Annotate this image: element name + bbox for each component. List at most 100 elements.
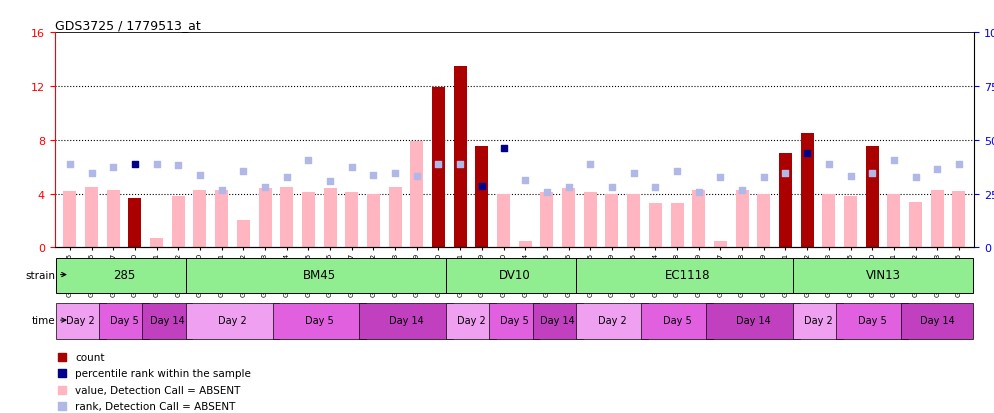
Bar: [707, 304, 799, 339]
Bar: [106, 190, 119, 248]
Bar: [800, 134, 814, 248]
Point: [517, 178, 533, 184]
Point: [691, 190, 707, 196]
Bar: [272, 304, 366, 339]
Text: Day 14: Day 14: [389, 316, 423, 325]
Bar: [541, 193, 554, 248]
Bar: [475, 147, 488, 248]
Bar: [215, 190, 229, 248]
Text: EC1118: EC1118: [665, 268, 711, 281]
Bar: [389, 188, 402, 248]
Point: [821, 161, 837, 168]
Bar: [128, 198, 141, 248]
Point: [777, 171, 793, 177]
Point: [625, 171, 641, 177]
Point: [886, 157, 902, 164]
Point: [647, 184, 663, 191]
Text: Day 2: Day 2: [597, 316, 626, 325]
Point: [409, 173, 424, 180]
Point: [62, 161, 78, 168]
Bar: [367, 194, 380, 248]
Bar: [793, 258, 973, 293]
Point: [127, 161, 143, 168]
Point: [929, 167, 945, 173]
Text: 285: 285: [113, 268, 135, 281]
Bar: [519, 241, 532, 248]
Point: [236, 168, 251, 175]
Text: time: time: [32, 316, 66, 325]
Text: Day 14: Day 14: [919, 316, 954, 325]
Point: [539, 190, 555, 196]
Bar: [142, 304, 193, 339]
Bar: [627, 194, 640, 248]
Point: [344, 164, 360, 171]
Bar: [258, 189, 271, 248]
Point: [574, 314, 589, 320]
Text: Day 14: Day 14: [150, 316, 185, 325]
Point: [843, 173, 859, 180]
Bar: [930, 190, 943, 248]
Bar: [56, 258, 193, 293]
Point: [192, 172, 208, 178]
Bar: [172, 197, 185, 248]
Point: [388, 171, 404, 177]
Text: Day 5: Day 5: [305, 316, 334, 325]
Point: [278, 175, 294, 181]
Text: Day 2: Day 2: [803, 316, 832, 325]
Point: [170, 163, 186, 169]
Bar: [150, 238, 163, 248]
Bar: [411, 142, 423, 248]
Text: value, Detection Call = ABSENT: value, Detection Call = ABSENT: [75, 385, 241, 395]
Text: Day 5: Day 5: [500, 316, 529, 325]
Point: [735, 187, 750, 193]
Text: DV10: DV10: [499, 268, 530, 281]
Bar: [446, 304, 496, 339]
Bar: [577, 304, 648, 339]
Text: BM45: BM45: [302, 268, 336, 281]
Bar: [533, 304, 582, 339]
Text: Day 2: Day 2: [218, 316, 247, 325]
Text: VIN13: VIN13: [866, 268, 901, 281]
Point: [799, 150, 815, 157]
Bar: [345, 193, 358, 248]
Bar: [64, 191, 77, 248]
Bar: [56, 304, 105, 339]
Text: Day 5: Day 5: [109, 316, 138, 325]
Bar: [237, 221, 249, 248]
Point: [83, 171, 99, 177]
Bar: [902, 304, 973, 339]
Text: Day 2: Day 2: [67, 316, 95, 325]
Text: Day 2: Day 2: [456, 316, 485, 325]
Point: [864, 171, 880, 177]
Point: [430, 161, 446, 168]
Bar: [489, 304, 540, 339]
Bar: [822, 194, 835, 248]
Bar: [324, 189, 337, 248]
Bar: [186, 258, 452, 293]
Point: [452, 161, 468, 168]
Text: Day 14: Day 14: [736, 316, 770, 325]
Bar: [432, 88, 445, 248]
Point: [574, 17, 589, 23]
Bar: [194, 190, 207, 248]
Text: GDS3725 / 1779513_at: GDS3725 / 1779513_at: [55, 19, 201, 32]
Bar: [85, 188, 98, 248]
Bar: [692, 190, 705, 248]
Bar: [360, 304, 452, 339]
Point: [561, 184, 577, 191]
Bar: [605, 194, 618, 248]
Bar: [280, 188, 293, 248]
Bar: [453, 66, 467, 248]
Bar: [562, 189, 576, 248]
Bar: [577, 258, 799, 293]
Bar: [757, 194, 770, 248]
Point: [496, 145, 512, 152]
Point: [604, 184, 620, 191]
Bar: [446, 258, 582, 293]
Bar: [583, 193, 596, 248]
Point: [105, 164, 121, 171]
Point: [582, 161, 598, 168]
Text: Day 14: Day 14: [541, 316, 576, 325]
Bar: [888, 194, 901, 248]
Point: [322, 179, 338, 185]
